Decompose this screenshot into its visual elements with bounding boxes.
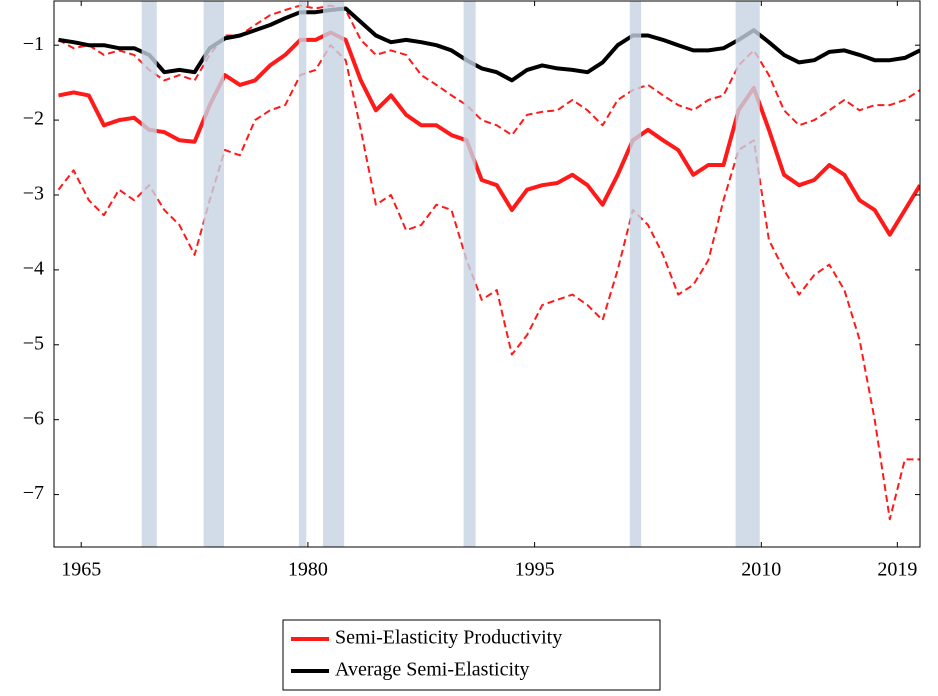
legend: Semi-Elasticity Productivity Average Semi…: [282, 619, 661, 691]
series-line: [58, 6, 920, 83]
y-tick-label: −5: [23, 332, 44, 354]
recession-band: [203, 1, 225, 547]
band-line: [58, 4, 920, 137]
legend-box: [282, 619, 661, 691]
recession-band: [141, 1, 157, 547]
legend-label: Average Semi-Elasticity: [335, 659, 530, 681]
recession-band: [629, 1, 642, 547]
recession-band: [298, 1, 307, 547]
y-tick-label: −6: [23, 407, 44, 429]
plot-frame: [53, 0, 921, 548]
series-line: [58, 30, 920, 237]
band-line: [57, 44, 920, 521]
recession-band: [735, 1, 760, 547]
x-tick-label: 1965: [61, 559, 101, 581]
x-tick-label: 2019: [877, 559, 917, 581]
recession-band: [323, 1, 345, 547]
x-tick-label: 2010: [741, 559, 781, 581]
recession-band: [463, 1, 476, 547]
plot-area: [57, 1, 920, 547]
y-tick-label: −4: [23, 257, 44, 279]
y-tick-label: −2: [23, 108, 44, 130]
x-tick-label: 1995: [515, 559, 555, 581]
x-tick-label: 1980: [288, 559, 328, 581]
y-tick-label: −1: [23, 33, 44, 55]
axes: −1 −2 −3 −4 −5 −6 −7 1965 1980 1995 2010 2019: [23, 0, 921, 581]
y-tick-label: −7: [23, 482, 44, 504]
y-tick-label: −3: [23, 183, 44, 205]
legend-label: Semi-Elasticity Productivity: [335, 627, 562, 649]
